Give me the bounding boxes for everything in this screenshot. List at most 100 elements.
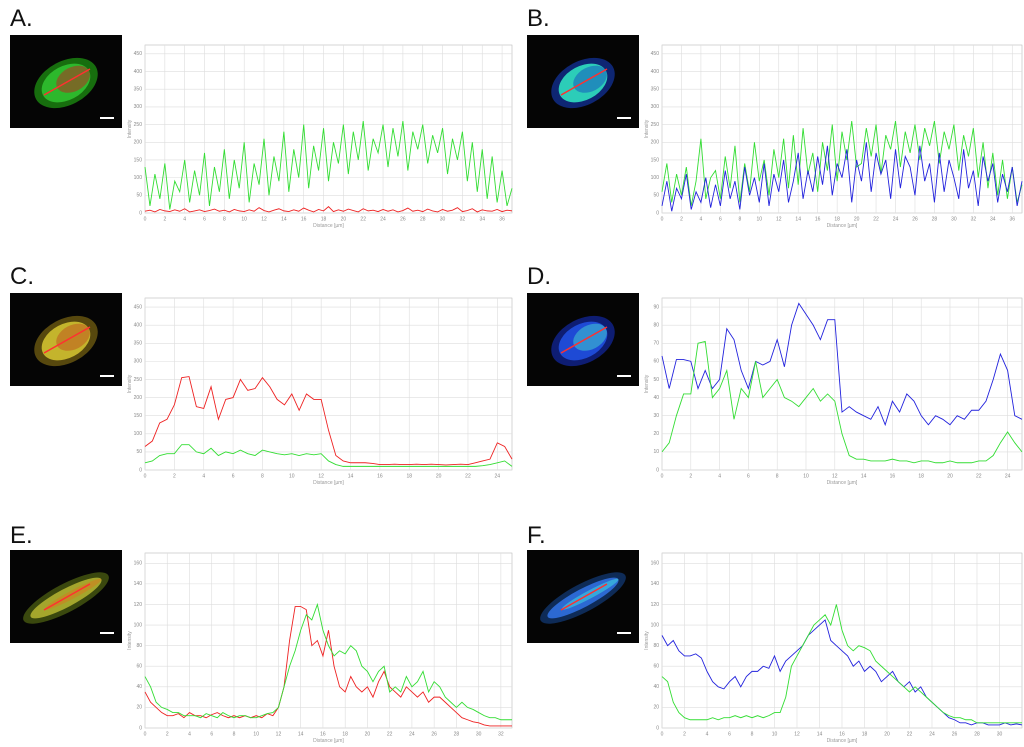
profile-arrow — [43, 326, 91, 354]
x-tick-label: 2 — [689, 473, 692, 479]
y-tick-label: 100 — [134, 431, 143, 437]
x-tick-label: 12 — [261, 216, 267, 222]
x-tick-label: 24 — [893, 216, 899, 222]
x-tick-label: 0 — [144, 731, 147, 737]
x-tick-label: 16 — [890, 473, 896, 479]
y-tick-label: 350 — [651, 87, 660, 93]
x-tick-label: 10 — [289, 473, 295, 479]
y-tick-label: 200 — [134, 395, 143, 401]
x-tick-label: 20 — [947, 473, 953, 479]
x-tick-label: 16 — [815, 216, 821, 222]
x-tick-label: 4 — [202, 473, 205, 479]
y-tick-label: 30 — [653, 413, 659, 419]
micrograph — [527, 293, 639, 386]
y-tick-label: 300 — [134, 359, 143, 365]
x-tick-label: 2 — [680, 216, 683, 222]
y-tick-label: 50 — [653, 193, 659, 199]
x-tick-label: 22 — [465, 473, 471, 479]
x-tick-label: 10 — [803, 473, 809, 479]
x-tick-label: 28 — [454, 731, 460, 737]
x-tick-label: 32 — [971, 216, 977, 222]
x-tick-label: 16 — [301, 216, 307, 222]
x-tick-label: 16 — [839, 731, 845, 737]
plot-area — [661, 297, 1023, 471]
plot-area — [144, 552, 513, 729]
data-line — [144, 120, 513, 210]
micrograph — [10, 550, 122, 643]
y-tick-label: 80 — [136, 643, 142, 649]
data-line — [661, 340, 1023, 464]
plot-area — [144, 44, 513, 214]
y-tick-label: 120 — [134, 602, 143, 608]
y-tick-label: 450 — [134, 304, 143, 310]
data-line — [144, 206, 513, 213]
y-tick-label: 450 — [134, 51, 143, 57]
y-tick-label: 250 — [134, 377, 143, 383]
x-tick-label: 10 — [253, 731, 259, 737]
x-tick-label: 4 — [700, 216, 703, 222]
x-tick-label: 6 — [728, 731, 731, 737]
profile-arrow — [560, 326, 608, 354]
data-line — [144, 602, 512, 721]
x-tick-label: 18 — [862, 731, 868, 737]
y-tick-label: 250 — [651, 122, 660, 128]
x-tick-label: 2 — [163, 216, 166, 222]
x-tick-label: 14 — [861, 473, 867, 479]
x-tick-label: 22 — [976, 473, 982, 479]
y-tick-label: 400 — [651, 69, 660, 75]
y-tick-label: 140 — [134, 581, 143, 587]
y-axis-label: Intensity — [644, 374, 650, 393]
x-tick-label: 0 — [661, 216, 664, 222]
y-tick-label: 150 — [651, 157, 660, 163]
micrograph — [10, 293, 122, 386]
data-line — [661, 120, 1023, 207]
x-tick-label: 30 — [440, 216, 446, 222]
x-tick-label: 30 — [951, 216, 957, 222]
x-tick-label: 4 — [718, 473, 721, 479]
x-axis-label: Distance [µm] — [313, 738, 344, 744]
x-tick-label: 30 — [476, 731, 482, 737]
x-tick-label: 20 — [436, 473, 442, 479]
data-line — [661, 302, 1023, 427]
y-tick-label: 0 — [139, 210, 142, 216]
y-tick-label: 100 — [134, 175, 143, 181]
x-tick-label: 6 — [203, 216, 206, 222]
x-tick-label: 10 — [757, 216, 763, 222]
x-tick-label: 6 — [210, 731, 213, 737]
x-tick-label: 36 — [1009, 216, 1015, 222]
panel-label: F. — [527, 522, 546, 549]
y-tick-label: 150 — [134, 413, 143, 419]
y-tick-label: 50 — [136, 449, 142, 455]
y-tick-label: 450 — [651, 51, 660, 57]
y-tick-label: 100 — [134, 622, 143, 628]
data-line — [144, 606, 512, 727]
x-tick-label: 10 — [772, 731, 778, 737]
data-line — [661, 604, 1022, 724]
y-axis-label: Intensity — [127, 631, 133, 650]
y-tick-label: 60 — [136, 664, 142, 670]
x-tick-label: 26 — [400, 216, 406, 222]
x-tick-label: 0 — [661, 473, 664, 479]
plot-area — [144, 297, 513, 471]
x-tick-label: 4 — [188, 731, 191, 737]
x-axis-label: Distance [µm] — [827, 223, 858, 229]
x-tick-label: 12 — [832, 473, 838, 479]
x-tick-label: 18 — [406, 473, 412, 479]
x-tick-label: 20 — [854, 216, 860, 222]
panel-label: A. — [10, 5, 33, 32]
x-tick-label: 12 — [794, 731, 800, 737]
panel-label: C. — [10, 263, 34, 290]
x-tick-label: 14 — [281, 216, 287, 222]
profile-arrow — [43, 68, 91, 96]
x-tick-label: 18 — [321, 216, 327, 222]
y-tick-label: 300 — [651, 104, 660, 110]
x-tick-label: 8 — [776, 473, 779, 479]
x-tick-label: 30 — [997, 731, 1003, 737]
x-tick-label: 22 — [360, 216, 366, 222]
